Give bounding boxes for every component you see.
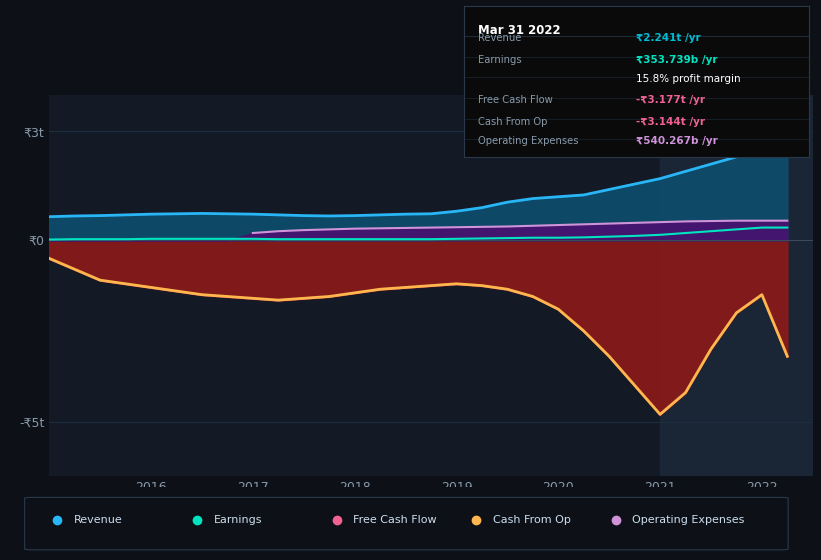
- Text: Free Cash Flow: Free Cash Flow: [353, 515, 437, 525]
- Text: ₹2.241t /yr: ₹2.241t /yr: [636, 34, 701, 44]
- Text: Cash From Op: Cash From Op: [478, 116, 547, 127]
- Text: Mar 31 2022: Mar 31 2022: [478, 24, 560, 37]
- Text: Free Cash Flow: Free Cash Flow: [478, 95, 553, 105]
- Text: Cash From Op: Cash From Op: [493, 515, 571, 525]
- Text: Earnings: Earnings: [213, 515, 262, 525]
- Text: -₹3.144t /yr: -₹3.144t /yr: [636, 116, 705, 127]
- Bar: [660, 95, 813, 476]
- Text: Operating Expenses: Operating Expenses: [632, 515, 745, 525]
- Text: Revenue: Revenue: [478, 34, 521, 44]
- Text: ₹540.267b /yr: ₹540.267b /yr: [636, 136, 718, 146]
- Text: -₹3.177t /yr: -₹3.177t /yr: [636, 95, 705, 105]
- Text: ₹353.739b /yr: ₹353.739b /yr: [636, 54, 718, 64]
- Text: 15.8% profit margin: 15.8% profit margin: [636, 74, 741, 84]
- Text: Revenue: Revenue: [74, 515, 122, 525]
- Text: Earnings: Earnings: [478, 54, 521, 64]
- Text: Operating Expenses: Operating Expenses: [478, 136, 578, 146]
